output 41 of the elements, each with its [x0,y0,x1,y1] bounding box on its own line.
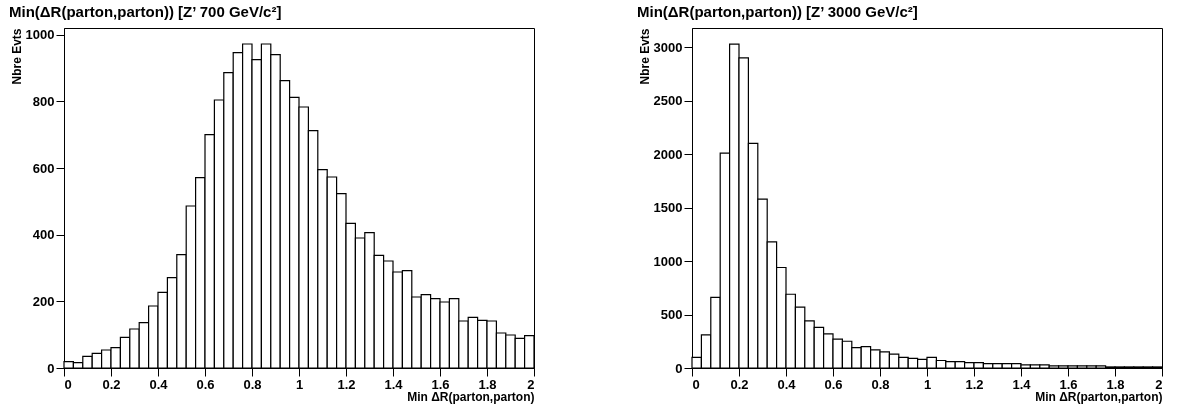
x-axis-title: Min ΔR(parton,parton) [1035,389,1163,404]
y-tick-label: 1500 [653,200,683,216]
y-tick-label: 2000 [653,146,683,162]
y-axis-title: Nbre Evts [637,28,652,85]
y-tick-label: 0 [675,360,683,376]
x-tick-label: 0.2 [102,376,121,392]
x-tick-label: 1.2 [965,376,984,392]
x-tick-label: 1.2 [337,376,356,392]
x-tick-label: 1.8 [478,376,497,392]
y-tick-label: 1000 [653,253,683,269]
chart-title: Min(ΔR(parton,parton)) [Z’ 3000 GeV/c²] [637,3,918,20]
x-tick-label: 1.8 [1106,376,1125,392]
x-tick-label: 2 [527,376,535,392]
x-tick-label: 1.4 [384,376,404,392]
y-tick-label: 800 [32,93,55,109]
x-tick-label: 0.8 [871,376,890,392]
y-tick-label: 0 [47,360,55,376]
chart-title: Min(ΔR(parton,parton)) [Z’ 700 GeV/c²] [9,3,282,20]
y-tick-label: 500 [660,307,683,323]
x-tick-label: 0 [692,376,700,392]
x-tick-label: 0.4 [149,376,169,392]
x-tick-label: 1.6 [431,376,450,392]
x-tick-label: 0 [64,376,72,392]
y-tick-label: 1000 [25,27,55,43]
x-tick-label: 1.6 [1059,376,1078,392]
x-tick-label: 0.4 [777,376,797,392]
x-tick-label: 2 [1155,376,1163,392]
y-tick-label: 400 [32,227,55,243]
y-tick-label: 3000 [653,39,683,55]
x-axis-title: Min ΔR(parton,parton) [407,389,535,404]
y-tick-label: 200 [32,293,55,309]
x-tick-label: 1.4 [1012,376,1032,392]
y-axis-title: Nbre Evts [9,28,24,85]
x-tick-label: 1 [923,376,932,392]
y-tick-label: 2500 [653,93,683,109]
x-tick-label: 0.6 [196,376,215,392]
x-tick-label: 0.8 [243,376,262,392]
y-tick-label: 600 [32,160,55,176]
x-tick-label: 0.2 [730,376,749,392]
x-tick-label: 1 [295,376,304,392]
x-tick-label: 0.6 [824,376,843,392]
